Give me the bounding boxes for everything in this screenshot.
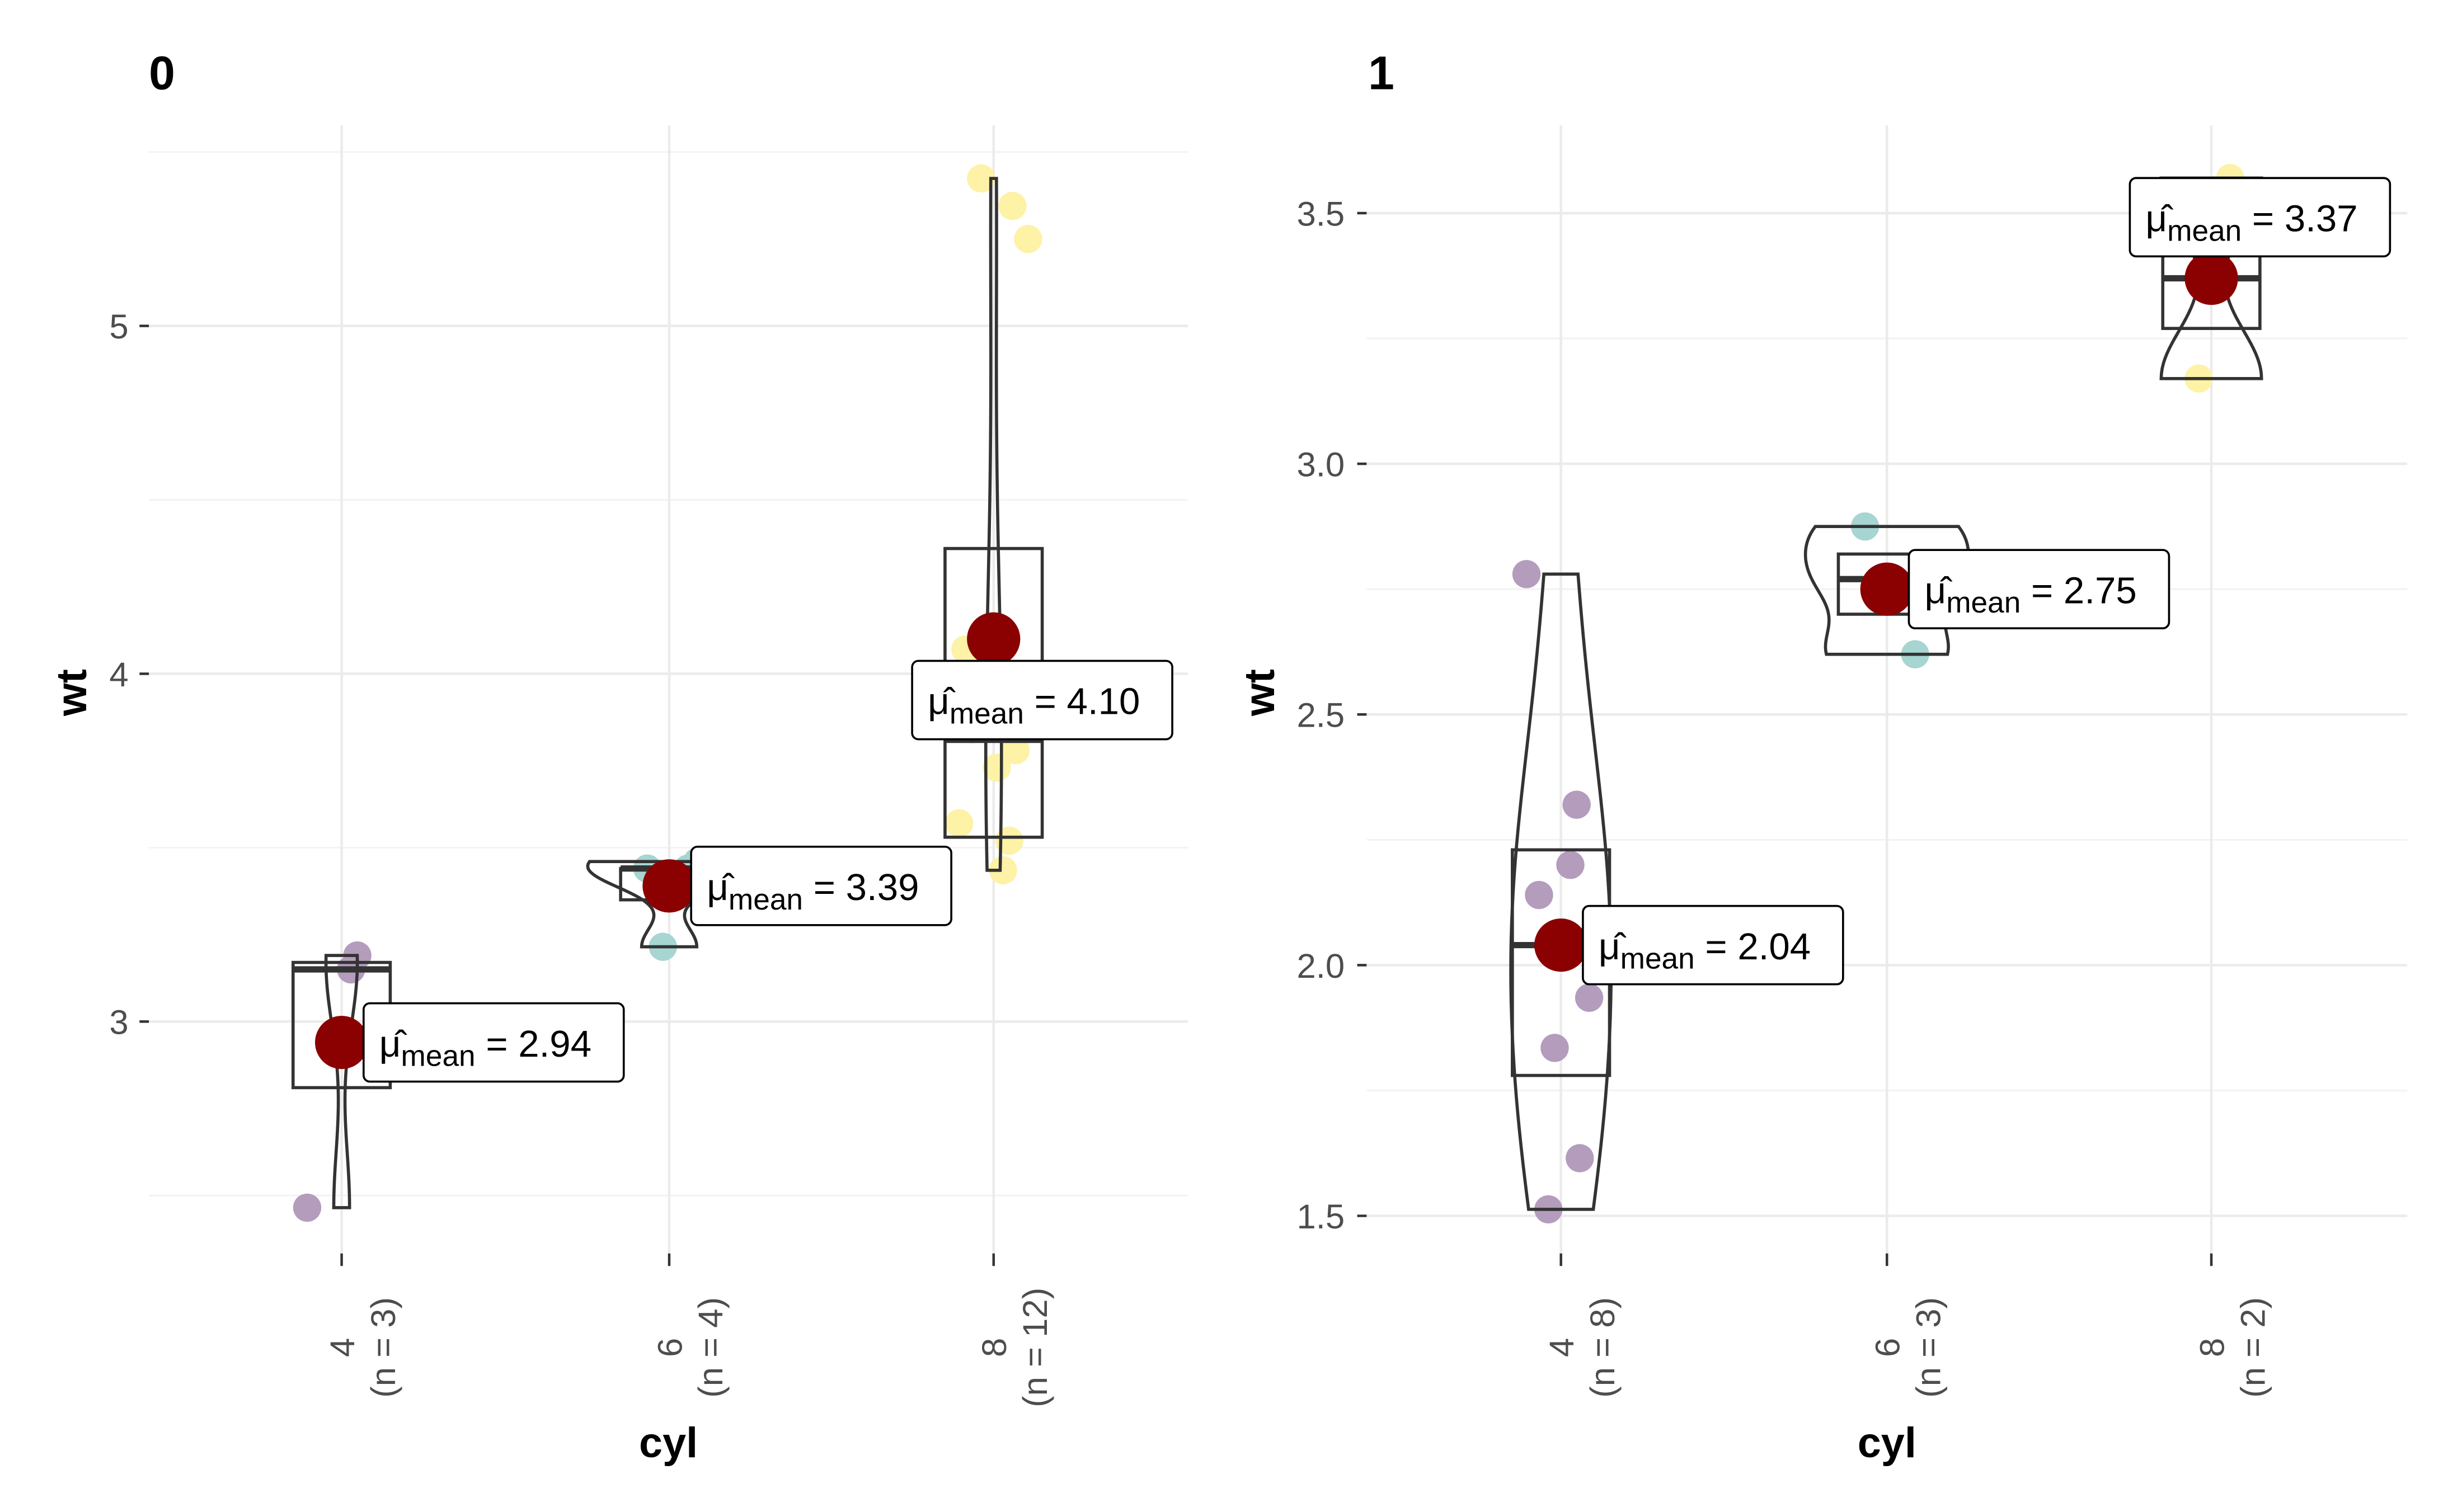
x-tick-label: 8 <box>975 1338 1014 1357</box>
mean-point <box>1860 562 1914 616</box>
mean-label-box <box>690 845 952 926</box>
x-tick-n-label: (n = 2) <box>2234 1297 2272 1398</box>
x-tick-label: 6 <box>1869 1338 1907 1357</box>
mean-point <box>2184 251 2238 305</box>
data-point <box>293 1193 322 1222</box>
mean-label: μ̂mean = 2.75 <box>1925 569 2137 619</box>
x-tick-label: 6 <box>651 1338 689 1357</box>
mean-label-value: 4.10 <box>1067 681 1140 723</box>
data-point <box>983 753 1011 782</box>
x-tick-label: 4 <box>1543 1338 1581 1357</box>
violin <box>586 860 753 949</box>
mean-label-value: 2.04 <box>1737 926 1811 968</box>
mean-label-eq: = <box>1695 926 1738 968</box>
x-tick-n-label: (n = 12) <box>1016 1288 1055 1407</box>
mean-label-value: 2.75 <box>2064 569 2137 611</box>
data-point <box>998 191 1027 220</box>
y-tick-label: 4 <box>109 656 128 694</box>
mean-label-eq: = <box>1024 681 1067 723</box>
mean-label-box <box>362 1002 625 1083</box>
y-axis-title: wt <box>1237 669 1284 717</box>
panel-1: 1.5 2.0 2.5 3.0 3.5 1 wt cyl 4 (n = 8) 6 (n = 3) 8 (n… <box>1237 47 2408 1467</box>
data-point <box>1556 850 1585 879</box>
mean-label: μ̂mean = 2.04 <box>1599 926 1811 976</box>
mean-label-subscript: mean <box>2167 214 2242 247</box>
y-tick-label: 2.0 <box>1297 947 1345 986</box>
mean-label-box <box>1582 905 1844 986</box>
mean-label: μ̂mean = 4.10 <box>928 681 1140 731</box>
mean-label-subscript: mean <box>950 698 1024 731</box>
mean-label-subscript: mean <box>1620 943 1695 976</box>
y-tick-label: 3 <box>109 1004 128 1042</box>
data-point <box>945 809 974 838</box>
mean-label-box <box>1907 549 2170 630</box>
mean-label-eq: = <box>476 1023 519 1065</box>
data-point <box>1566 1144 1594 1172</box>
y-tick-label: 5 <box>109 308 128 346</box>
data-point <box>1014 224 1042 253</box>
data-point <box>1562 790 1591 819</box>
x-tick-n-label: (n = 3) <box>364 1297 403 1398</box>
x-tick-n-label: (n = 8) <box>1584 1297 1622 1398</box>
data-point <box>967 164 995 193</box>
x-tick-label: 8 <box>2193 1338 2231 1357</box>
x-tick-n-label: (n = 4) <box>692 1297 730 1398</box>
x-tick-n-label: (n = 3) <box>1910 1297 1948 1398</box>
panel-title: 1 <box>1368 47 1394 100</box>
x-axis-title: cyl <box>639 1420 698 1467</box>
mean-label-subscript: mean <box>729 883 803 916</box>
mean-label-box <box>911 660 1173 741</box>
mean-label-value: 2.94 <box>518 1023 591 1065</box>
x-tick-label: 4 <box>323 1338 362 1357</box>
mean-label: μ̂mean = 3.37 <box>2145 197 2357 247</box>
mean-label-subscript: mean <box>1946 586 2021 619</box>
data-point <box>1001 736 1030 765</box>
mean-point <box>1534 918 1588 972</box>
y-tick-label: 1.5 <box>1297 1198 1345 1236</box>
mean-label-eq: = <box>803 866 846 908</box>
data-point <box>989 856 1017 884</box>
mean-point <box>642 859 696 913</box>
mean-point <box>967 612 1021 666</box>
panel-title: 0 <box>149 47 175 100</box>
mean-label: μ̂mean = 3.39 <box>707 866 919 916</box>
mean-label-box <box>2129 177 2391 258</box>
mean-label-eq: = <box>2242 197 2285 239</box>
data-point <box>1540 1034 1569 1062</box>
y-tick-label: 3.5 <box>1297 195 1345 233</box>
y-tick-label: 3.0 <box>1297 446 1345 484</box>
violin <box>324 954 359 1209</box>
data-point <box>1575 983 1604 1012</box>
y-tick-label: 2.5 <box>1297 696 1345 735</box>
mean-label-value: 3.37 <box>2285 197 2358 239</box>
mean-label-subscript: mean <box>401 1040 476 1073</box>
y-axis-title: wt <box>49 669 96 717</box>
mean-label-value: 3.39 <box>846 866 919 908</box>
x-axis-title: cyl <box>1858 1420 1916 1467</box>
data-point <box>1525 880 1553 910</box>
violin <box>1509 572 1613 1211</box>
mean-label-eq: = <box>2021 569 2064 611</box>
mean-point <box>314 1015 369 1070</box>
data-point <box>1512 560 1541 588</box>
